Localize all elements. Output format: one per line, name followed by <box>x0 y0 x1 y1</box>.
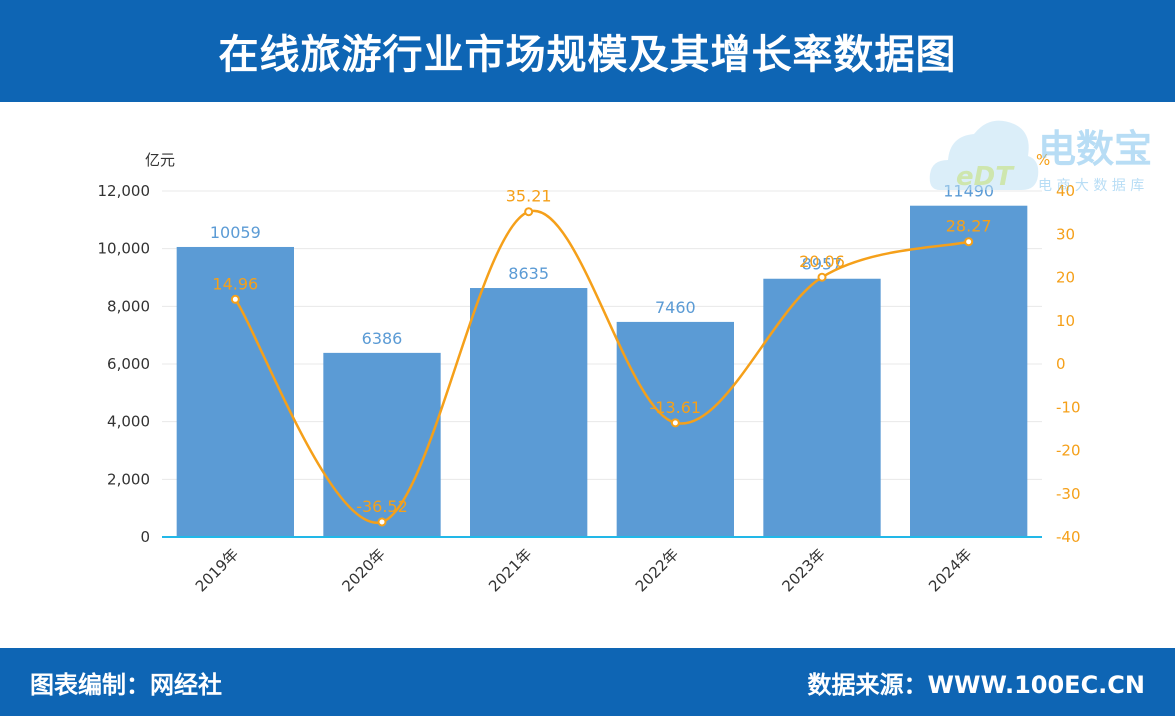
right-axis-tick-label: 30 <box>1056 225 1075 243</box>
left-axis-tick-label: 10,000 <box>98 240 151 258</box>
x-axis-tick-labels: 2019年 2020年 2021年 2022年 2023年 2024年 <box>192 545 976 595</box>
growth-rate-label: 28.27 <box>946 217 992 236</box>
bar <box>910 205 1028 537</box>
right-axis-tick-label: 0 <box>1056 355 1066 373</box>
right-axis-tick-labels: -40 -30 -20 -10 0 10 20 30 40 <box>1056 182 1081 546</box>
bar-value-label: 10059 <box>210 223 261 242</box>
x-axis-tick-label: 2024年 <box>925 545 975 595</box>
compiled-by: 图表编制：网经社 <box>30 670 222 699</box>
growth-rate-point <box>964 237 974 247</box>
data-source: 数据来源：WWW.100EC.CN <box>807 670 1146 699</box>
bar <box>323 352 441 537</box>
x-axis-tick-label: 2020年 <box>338 545 388 595</box>
left-axis-tick-label: 4,000 <box>107 413 150 431</box>
watermark-logo: eDT 电数宝 电 商 大 数 据 库 <box>929 120 1152 194</box>
growth-rate-point <box>524 207 534 217</box>
right-axis-tick-label: -40 <box>1056 528 1081 546</box>
grid-lines <box>162 190 1042 480</box>
bars <box>176 205 1028 537</box>
chart-footer: 图表编制：网经社 数据来源：WWW.100EC.CN <box>0 648 1175 716</box>
growth-rate-points <box>230 207 974 527</box>
x-axis-tick-label: 2023年 <box>778 545 828 595</box>
bar <box>616 321 734 537</box>
left-axis-tick-label: 12,000 <box>98 182 151 200</box>
growth-rate-label: 35.21 <box>506 187 552 206</box>
right-axis-tick-label: 40 <box>1056 182 1075 200</box>
left-axis-tick-label: 8,000 <box>107 297 150 315</box>
bar-value-label: 8635 <box>508 264 549 283</box>
growth-rate-labels: 14.96 -36.52 35.21 -13.61 20.06 28.27 <box>212 187 991 516</box>
chart-header: 在线旅游行业市场规模及其增长率数据图 <box>0 0 1175 102</box>
growth-rate-point <box>230 294 240 304</box>
growth-rate-label: -13.61 <box>650 398 702 417</box>
cloud-icon <box>929 120 1039 190</box>
bar <box>470 288 588 537</box>
left-axis-unit: 亿元 <box>145 151 175 169</box>
watermark-brand: 电数宝 <box>1038 127 1152 171</box>
left-axis-tick-labels: 0 2,000 4,000 6,000 8,000 10,000 12,000 <box>98 182 151 546</box>
bar-value-label: 6386 <box>362 329 403 348</box>
right-axis-tick-label: -20 <box>1056 442 1081 460</box>
right-axis-unit: % <box>1036 151 1050 169</box>
right-axis-tick-label: -10 <box>1056 398 1081 416</box>
x-axis-tick-label: 2019年 <box>192 545 242 595</box>
chart-title: 在线旅游行业市场规模及其增长率数据图 <box>218 32 957 78</box>
watermark-logo-text: eDT <box>956 162 1015 192</box>
left-axis-tick-label: 2,000 <box>107 470 150 488</box>
right-axis-tick-label: 10 <box>1056 312 1075 330</box>
watermark-tagline: 电 商 大 数 据 库 <box>1038 178 1144 194</box>
x-axis-tick-label: 2021年 <box>485 545 535 595</box>
bar <box>763 278 881 537</box>
growth-rate-point <box>377 517 387 527</box>
x-axis-tick-label: 2022年 <box>632 545 682 595</box>
left-axis-tick-label: 0 <box>140 528 150 546</box>
growth-rate-label: 14.96 <box>212 274 258 293</box>
growth-rate-point <box>817 272 827 282</box>
left-axis-tick-label: 6,000 <box>107 355 150 373</box>
bar-value-label: 8957 <box>802 255 843 274</box>
growth-rate-label: 20.06 <box>799 252 845 271</box>
right-axis-tick-label: -30 <box>1056 485 1081 503</box>
growth-rate-point <box>670 418 680 428</box>
right-axis-tick-label: 20 <box>1056 269 1075 287</box>
bar-value-label: 7460 <box>655 298 696 317</box>
growth-rate-label: -36.52 <box>356 497 408 516</box>
